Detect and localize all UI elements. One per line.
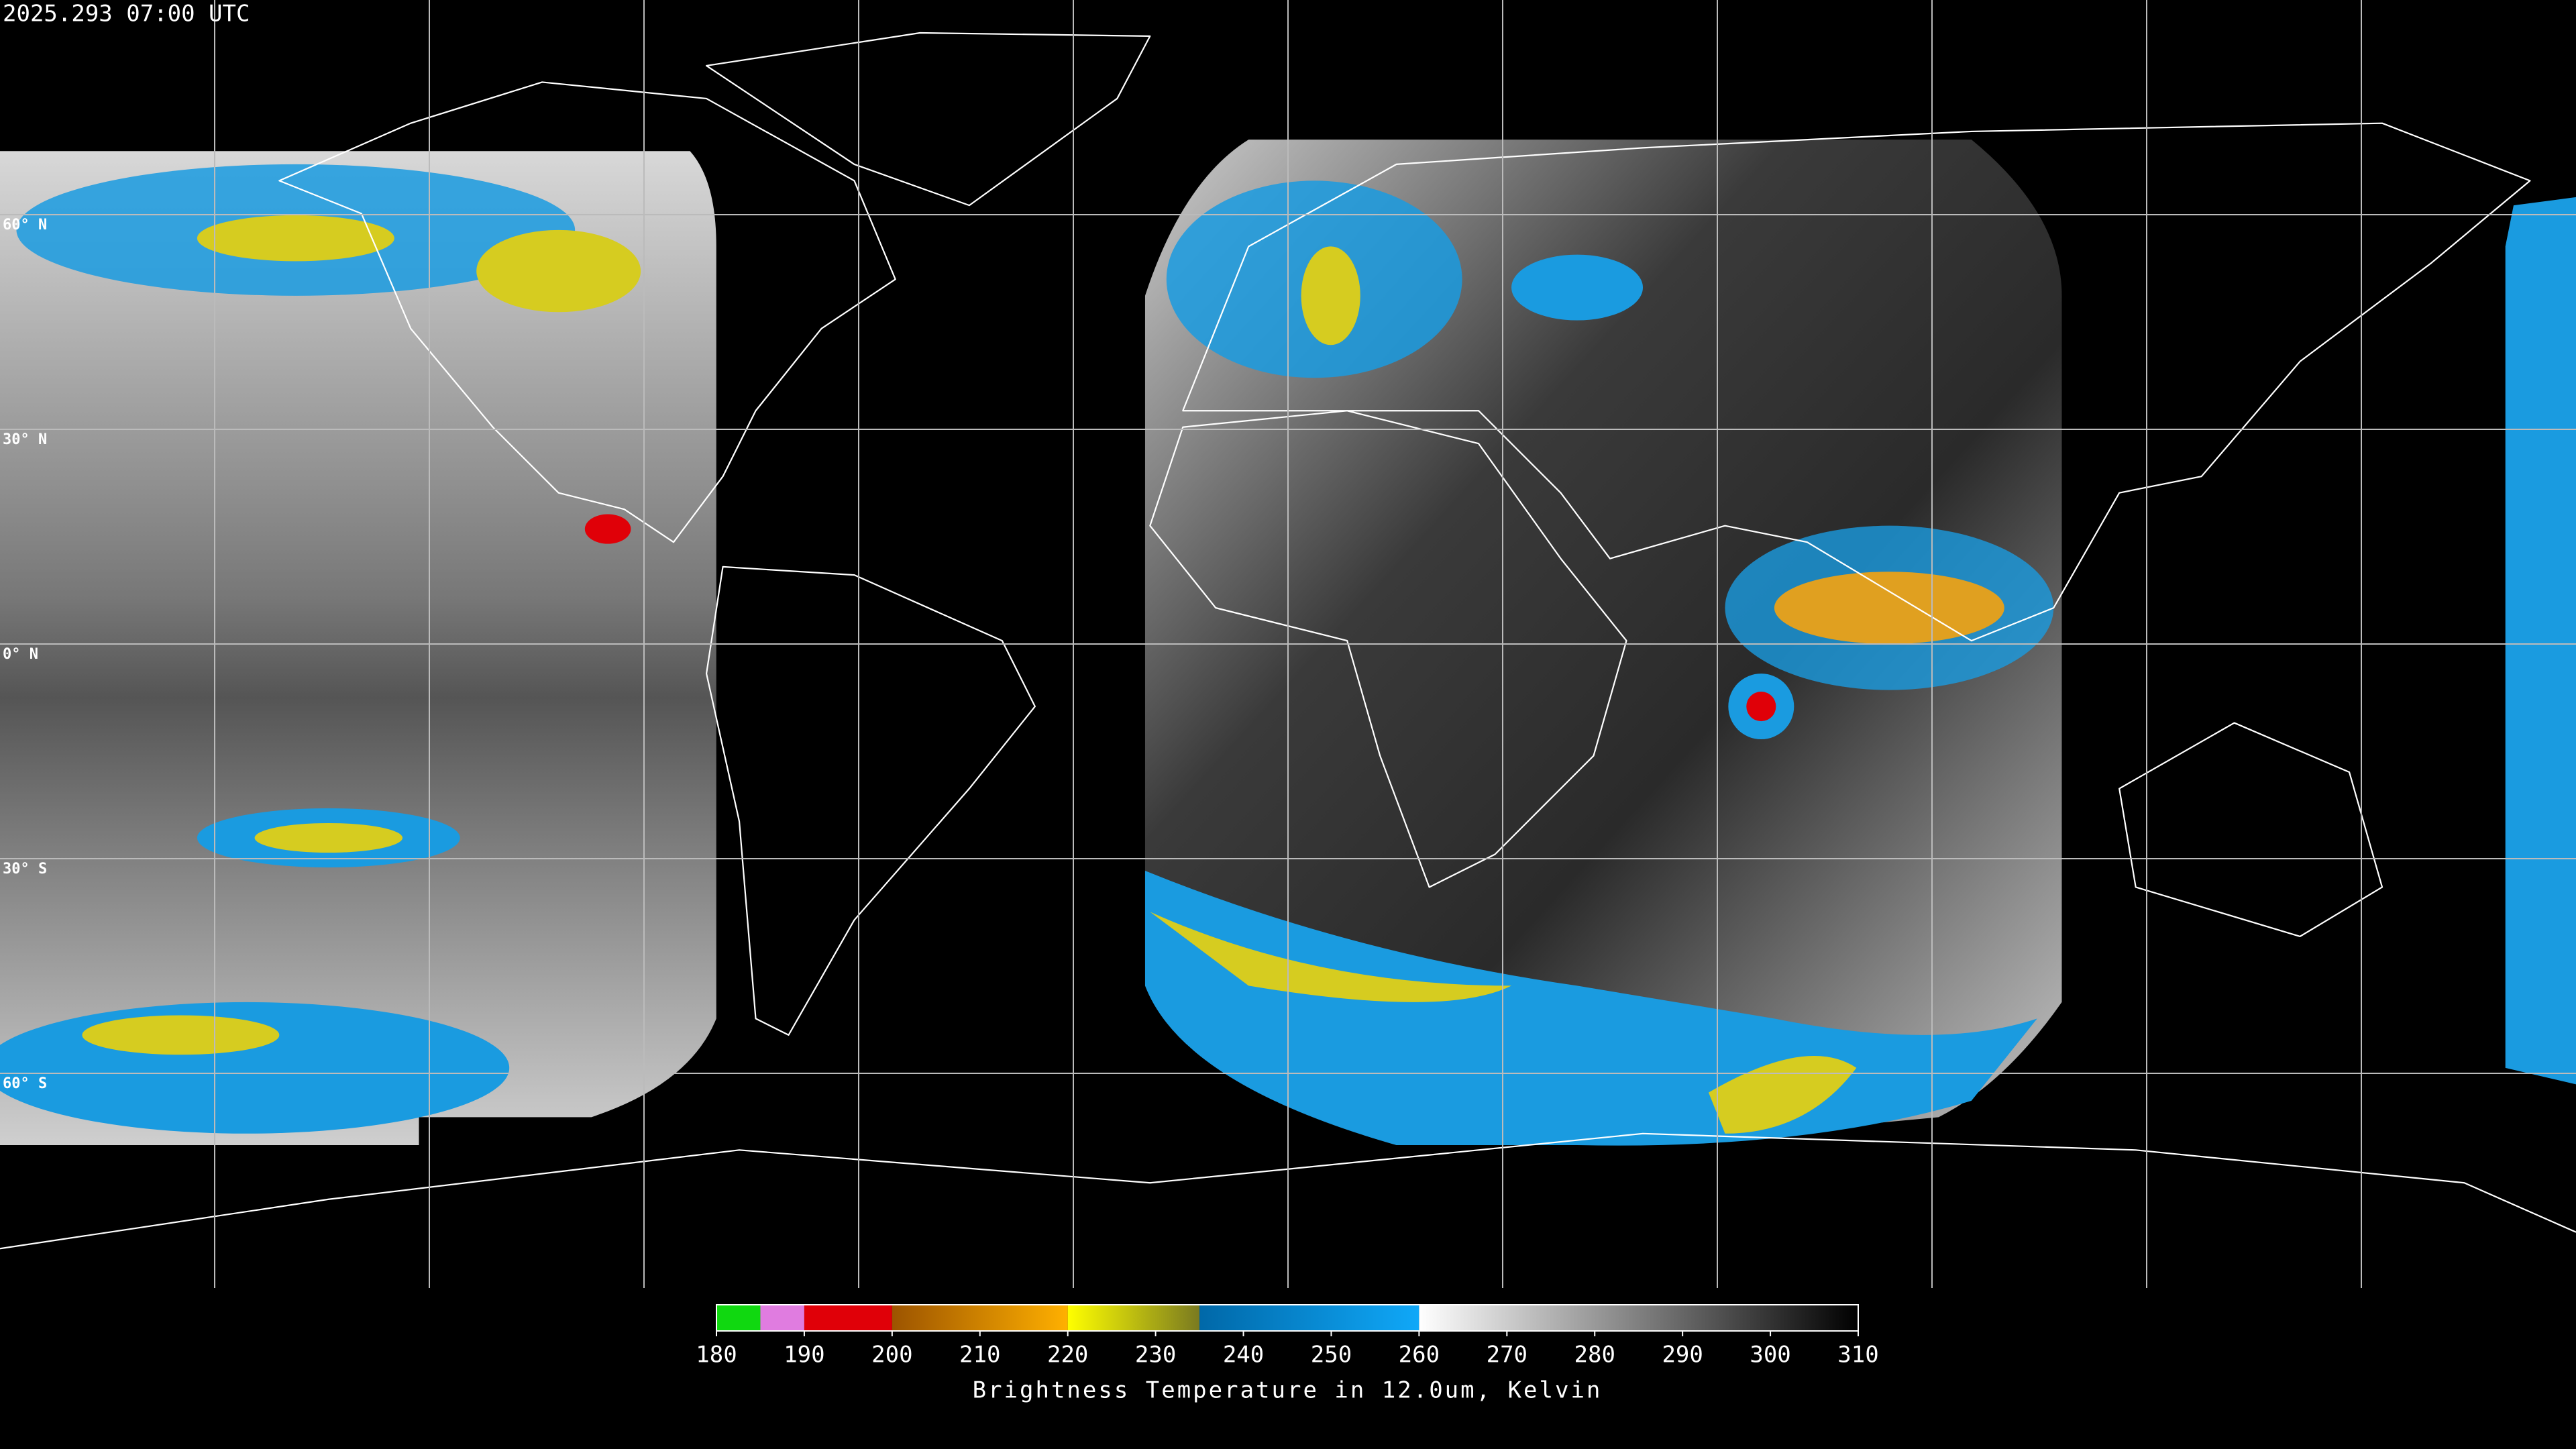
southern-clouds xyxy=(1150,912,1512,1002)
latitude-label: 60° S xyxy=(3,1075,47,1092)
cloud xyxy=(254,822,403,853)
cloud xyxy=(0,1002,510,1134)
latitude-label: 30° S xyxy=(3,861,47,877)
colorbar-tick-label: 180 xyxy=(696,1342,737,1368)
colorbar-tick-label: 220 xyxy=(1047,1342,1088,1368)
satellite-central xyxy=(1144,140,2062,1145)
latitude-label: 0° N xyxy=(3,646,38,663)
colorbar-tick-label: 280 xyxy=(1574,1342,1615,1368)
cloud xyxy=(82,1015,280,1055)
graticule xyxy=(0,0,2576,1288)
latitude-label: 30° N xyxy=(3,431,47,448)
latitude-label: 60° N xyxy=(3,217,47,233)
colorbar-segment xyxy=(892,1305,1068,1331)
coastlines xyxy=(0,32,2576,1250)
colorbar-tick-label: 240 xyxy=(1223,1342,1264,1368)
colorbar-tick-label: 200 xyxy=(871,1342,912,1368)
storm xyxy=(584,514,631,544)
satellite-east xyxy=(2505,197,2576,1085)
southern-clouds xyxy=(1708,1056,1857,1134)
colorbar-tick-label: 290 xyxy=(1662,1342,1703,1368)
satellite-imagery xyxy=(0,32,2576,1250)
colorbar-segment xyxy=(1067,1305,1200,1331)
timestamp: 2025.293 07:00 UTC xyxy=(3,1,250,28)
colorbar-tick-label: 190 xyxy=(784,1342,824,1368)
colorbar-tick-label: 270 xyxy=(1487,1342,1527,1368)
colorbar-tick-label: 210 xyxy=(959,1342,1000,1368)
cloud xyxy=(1774,572,2004,645)
colorbar-tick-label: 260 xyxy=(1399,1342,1440,1368)
colorbar-segment xyxy=(1419,1305,1858,1331)
colorbar-segment xyxy=(760,1305,804,1331)
cloud xyxy=(197,215,394,262)
colorbar-tick-label: 250 xyxy=(1311,1342,1352,1368)
cloud xyxy=(476,229,641,313)
colorbar-segment xyxy=(716,1305,761,1331)
colorbar-tick-label: 310 xyxy=(1837,1342,1878,1368)
colorbar-frame xyxy=(716,1304,1859,1332)
cloud xyxy=(1301,246,1360,345)
colorbar-tick-label: 300 xyxy=(1750,1342,1790,1368)
colorbar-tick-label: 230 xyxy=(1135,1342,1176,1368)
satellite-west xyxy=(0,151,716,1145)
colorbar-segment xyxy=(1199,1305,1419,1331)
colorbar-segment xyxy=(804,1305,892,1331)
colorbar-label: Brightness Temperature in 12.0um, Kelvin xyxy=(973,1377,1603,1404)
cyclone xyxy=(1746,692,1776,722)
cloud xyxy=(1511,254,1643,321)
